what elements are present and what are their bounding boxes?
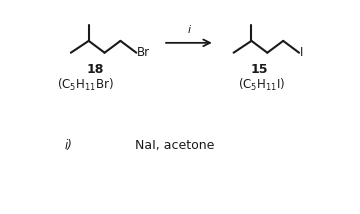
Text: 15: 15: [251, 62, 268, 76]
Text: i: i: [187, 25, 190, 35]
Text: NaI, acetone: NaI, acetone: [135, 139, 215, 152]
Text: $(\mathsf{C_5H_{11}Br})$: $(\mathsf{C_5H_{11}Br})$: [57, 76, 114, 92]
Text: $(\mathsf{C_5H_{11}I})$: $(\mathsf{C_5H_{11}I})$: [238, 76, 285, 92]
Text: i): i): [65, 139, 73, 152]
Text: I: I: [300, 46, 303, 59]
Text: 18: 18: [87, 62, 104, 76]
Text: Br: Br: [137, 46, 150, 59]
